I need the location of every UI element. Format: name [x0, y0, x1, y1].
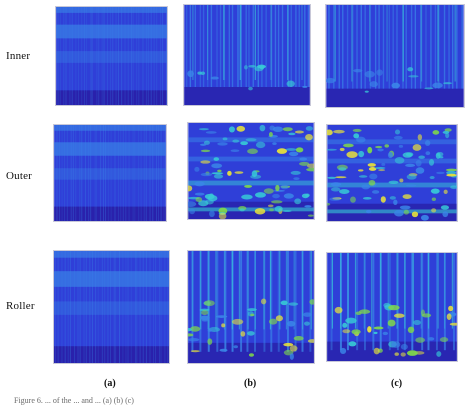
- row-label-roller: Roller: [6, 300, 35, 312]
- spectrogram-inner-b: [183, 4, 311, 106]
- row-label-outer: Outer: [6, 170, 33, 182]
- spectrogram-roller-a: [53, 250, 170, 364]
- spectrogram-outer-b: [187, 122, 315, 220]
- column-label-b: (b): [244, 378, 257, 389]
- spectrogram-roller-b: [187, 250, 315, 364]
- spectrogram-roller-c: [326, 252, 458, 362]
- spectrogram-inner-c: [325, 4, 465, 108]
- column-label-a: (a): [104, 378, 116, 389]
- spectrogram-outer-c: [326, 124, 458, 222]
- figure-caption: Figure 6. ... of the ... and ... (a) (b)…: [14, 396, 134, 405]
- row-label-inner: Inner: [6, 50, 31, 62]
- column-label-c: (c): [391, 378, 403, 389]
- spectrogram-inner-a: [55, 6, 168, 106]
- spectrogram-outer-a: [53, 124, 167, 222]
